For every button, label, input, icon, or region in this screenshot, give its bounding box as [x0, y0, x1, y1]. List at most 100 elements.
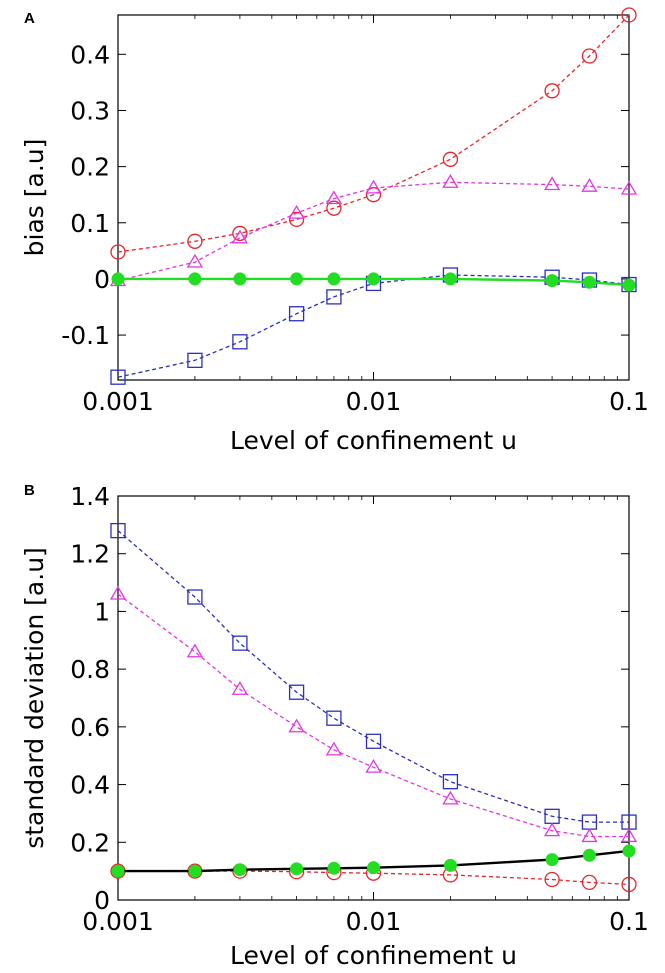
- panel-a-series-circle: [110, 7, 637, 260]
- panel-a-series-filled-circle-point: [545, 274, 559, 288]
- panel-a-y-tick-label: 0.3: [70, 96, 110, 125]
- panel-a-series-triangle-point: [442, 174, 459, 188]
- panel-b-series-triangle-point: [442, 790, 459, 805]
- panel-a-series-filled-circle-point: [443, 272, 457, 286]
- panel-b-series-filled-circle-point: [327, 861, 341, 875]
- panel-b-series-square-point: [442, 774, 459, 790]
- panel-b-series-triangle: [109, 585, 638, 843]
- panel-b-series-circle-point: [581, 874, 598, 891]
- panel-a-series-circle-point: [581, 48, 598, 64]
- panel-a-series-filled-circle-point: [327, 272, 341, 286]
- panel-b-series-circle-point: [621, 876, 637, 893]
- panel-b-x-axis-label: Level of confinement u: [230, 941, 517, 970]
- panel-b-y-tick-label: 1.4: [70, 482, 110, 511]
- panel-b-series-filled-circle-point: [367, 861, 380, 875]
- panel-a-series-circle-point: [442, 151, 459, 167]
- panel-a-series-triangle-point: [543, 176, 561, 191]
- panel-letter-a: A: [24, 10, 35, 27]
- panel-b-series-triangle-point: [231, 681, 249, 695]
- panel-a-series-triangle-point: [325, 190, 343, 205]
- panel-b-series-filled-circle-point: [188, 864, 202, 878]
- panel-a-series-square-point: [187, 352, 203, 368]
- panel-a-series-filled-circle-line: [118, 277, 630, 287]
- panel-letter-b: B: [24, 482, 35, 499]
- panel-b-series-square: [110, 522, 637, 830]
- panel-b-y-tick-label: 0.4: [70, 771, 110, 800]
- panel-b-series-triangle-line: [117, 593, 629, 838]
- panel-a-series-triangle-point: [186, 253, 204, 268]
- panel-b-series-filled-circle-point: [545, 853, 559, 867]
- panel-a-series-triangle-point: [365, 179, 382, 194]
- panel-a-series-circle-point: [544, 83, 560, 99]
- panel-b-series-filled-circle-point: [233, 863, 247, 877]
- panel-b-series-square-point: [232, 635, 248, 651]
- panel-a-series-square-line: [117, 274, 630, 378]
- panel-b-series-square-point: [326, 710, 342, 726]
- panel-b-y-tick-label: 0.2: [70, 828, 110, 857]
- panel-a-y-tick-label: 0.1: [70, 209, 110, 238]
- panel-a-series-triangle-point: [620, 180, 638, 195]
- panel-a-y-tick-label: 0: [94, 265, 110, 294]
- panel-b-x-tick-label: 0.01: [346, 907, 402, 936]
- panel-a-series-circle-line: [117, 14, 630, 253]
- panel-a-x-tick-label: 0.01: [346, 387, 402, 416]
- panel-a-y-tick-label: -0.1: [61, 321, 110, 350]
- panel-b-series-filled-circle-point: [111, 864, 125, 878]
- panel-a-series-triangle-line: [117, 181, 630, 282]
- panel-a-series-filled-circle: [111, 272, 636, 292]
- panel-b-x-tick-label: 0.1: [609, 907, 649, 936]
- panel-a-series-filled-circle-point: [622, 278, 636, 292]
- panel-a-series-square-point: [326, 289, 342, 305]
- panel-a-y-axis-label: bias [a.u]: [20, 139, 49, 257]
- panel-b-series-triangle-point: [325, 741, 343, 756]
- panel-a-series-circle-point: [110, 244, 126, 260]
- panel-b-series-circle-point: [544, 871, 560, 888]
- panel-b-y-tick-label: 1.2: [70, 540, 110, 569]
- panel-b-series-square-point: [187, 589, 203, 605]
- panel-a-series-circle-point: [326, 200, 342, 216]
- panel-a-series-triangle-point: [288, 204, 305, 219]
- panel-a-series-filled-circle-point: [367, 272, 380, 286]
- panel-b-series-filled-circle: [111, 844, 636, 878]
- panel-b-series-triangle-point: [620, 828, 638, 843]
- panel-b-series-triangle-point: [581, 828, 598, 843]
- panel-b: B 0.001 0.01 0.1 0 0.2 0.4 0.6 0.8 1 1.2 1.4 Level …: [20, 482, 649, 970]
- panel-b-y-tick-label: 1: [94, 597, 110, 626]
- panel-a-y-tick-label: 0.2: [70, 153, 110, 182]
- panel-a-series-circle-point: [621, 7, 637, 23]
- panel-b-series-filled-circle-point: [290, 862, 304, 876]
- panel-a: A 0.001 0.01 0.1 -0.1 0 0.1 0.2 0.3 0.4 Level of …: [20, 7, 649, 455]
- panel-b-series-square-line: [117, 530, 629, 823]
- panel-a-series-triangle: [109, 174, 638, 287]
- panel-b-x-tick-label: 0.001: [82, 907, 154, 936]
- panel-a-series-filled-circle-point: [188, 272, 202, 286]
- panel-a-series-square-point: [288, 306, 305, 322]
- panel-b-series-square-point: [365, 733, 382, 749]
- panel-b-series-triangle-point: [186, 643, 204, 658]
- panel-b-series-triangle-point: [543, 822, 561, 837]
- panel-a-x-axis-label: Level of confinement u: [230, 426, 517, 455]
- panel-b-series-filled-circle-point: [582, 848, 596, 862]
- panel-a-series-square-point: [232, 334, 248, 350]
- panel-a-x-tick-label: 0.1: [609, 387, 649, 416]
- panel-b-series-triangle-point: [288, 718, 305, 733]
- panel-b-y-tick-label: 0.8: [70, 655, 110, 684]
- panel-b-plot-frame: [117, 495, 630, 901]
- panel-a-plot-frame: [117, 14, 630, 381]
- panel-a-series-circle-point: [232, 225, 248, 242]
- panel-b-series-filled-circle-point: [443, 858, 457, 872]
- panel-b-series-filled-circle-point: [622, 844, 636, 858]
- panel-a-series-filled-circle-point: [111, 272, 125, 286]
- panel-a-series-filled-circle-point: [233, 272, 247, 286]
- panel-a-x-tick-label: 0.001: [82, 387, 154, 416]
- panel-b-series-filled-circle-line: [118, 849, 630, 873]
- panel-a-series-triangle-point: [231, 229, 249, 244]
- panel-a-series-triangle-point: [581, 177, 598, 192]
- panel-a-series-circle-point: [187, 233, 203, 249]
- panel-b-series-square-point: [110, 522, 126, 539]
- panel-a-series-circle-point: [288, 211, 305, 228]
- panel-a-series-square-point: [110, 369, 126, 385]
- panel-b-series-square-point: [288, 684, 305, 700]
- panel-b-y-axis-label: standard deviation [a.u]: [20, 547, 49, 849]
